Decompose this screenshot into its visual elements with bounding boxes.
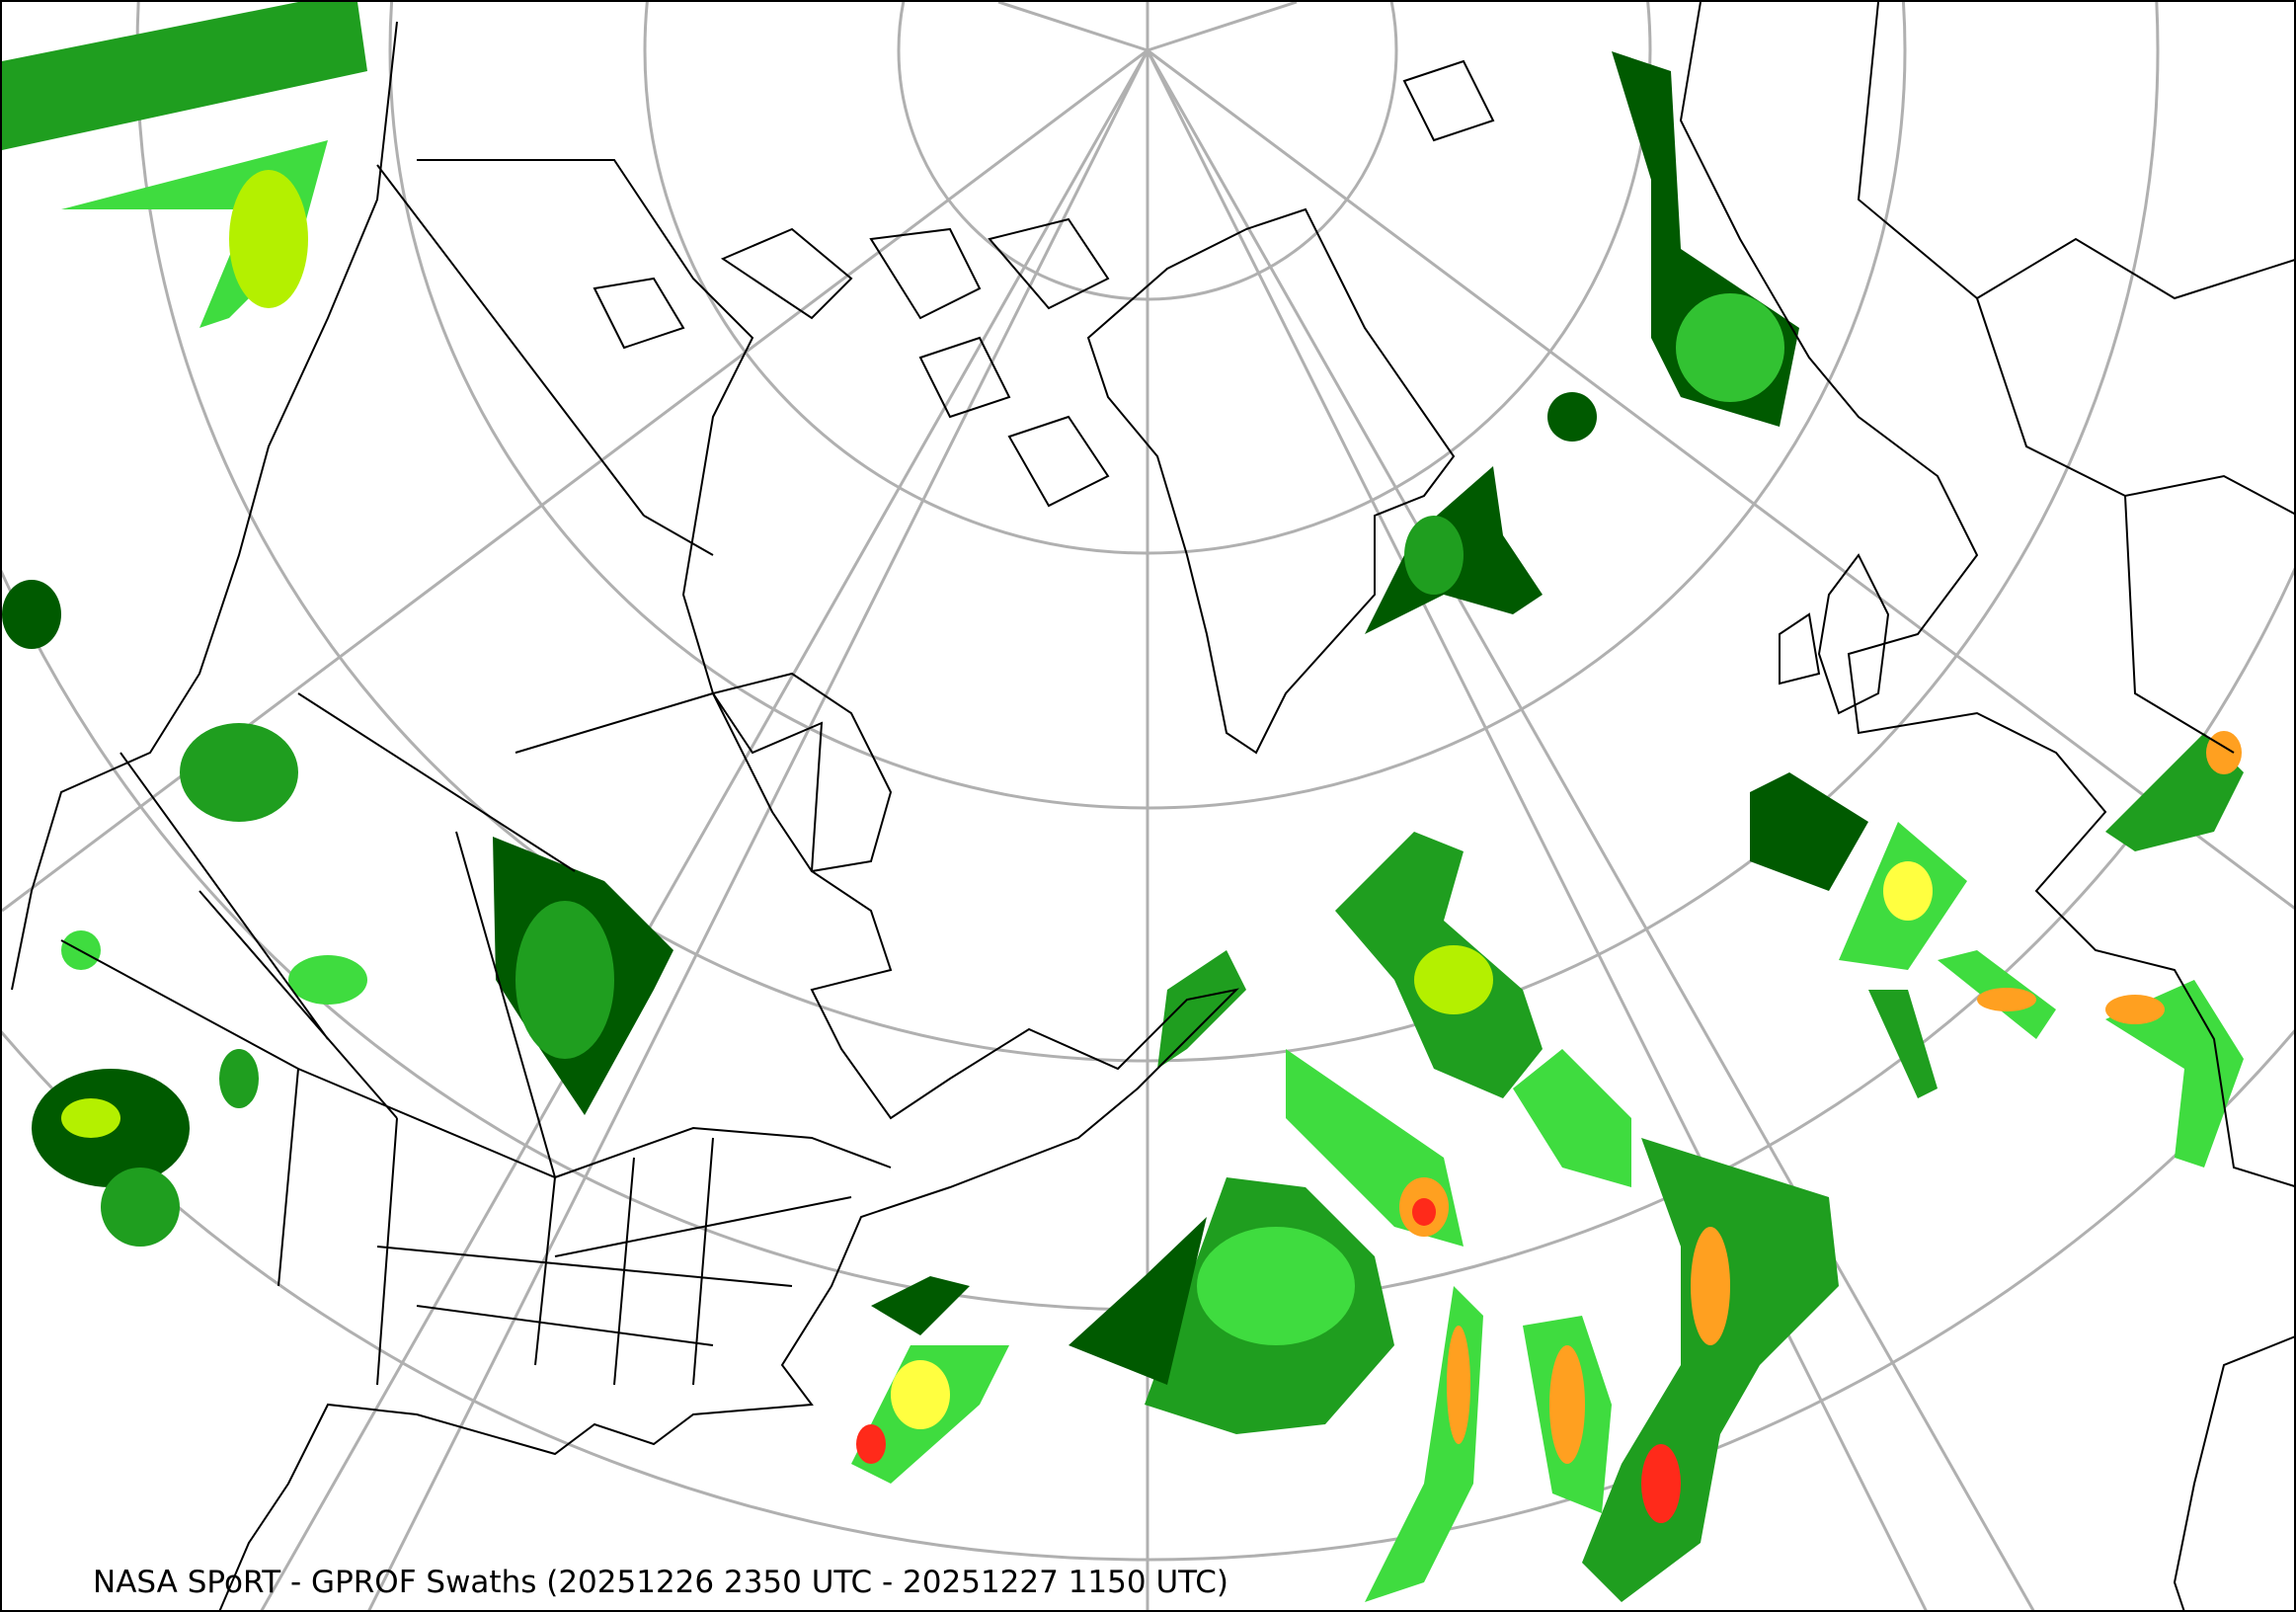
map-caption: NASA SPoRT - GPROF Swaths (20251226 2350… bbox=[93, 1565, 1228, 1600]
precip-scandinavia bbox=[1547, 51, 1799, 442]
hudson-bay-coast bbox=[711, 672, 893, 873]
canada-us-border bbox=[60, 939, 892, 1179]
north-america-coast bbox=[218, 159, 1240, 1610]
greenland-coast bbox=[1086, 207, 1456, 755]
coastlines-and-borders bbox=[11, 2, 2294, 1610]
us-state-borders bbox=[277, 1068, 852, 1386]
precip-top-left bbox=[2, 2, 367, 649]
west-coast bbox=[11, 21, 398, 991]
precip-iceland bbox=[1365, 466, 1543, 634]
precip-west-scatter bbox=[32, 723, 367, 1247]
africa-coast bbox=[2173, 1335, 2294, 1610]
svalbard bbox=[1402, 59, 1495, 142]
europe-borders bbox=[1857, 2, 2294, 754]
canadian-archipelago bbox=[593, 217, 1110, 508]
europe-coast bbox=[1679, 2, 2294, 1187]
precipitation-swaths bbox=[2, 2, 2244, 1602]
precip-hudson bbox=[493, 837, 673, 1115]
precip-atlantic-swaths bbox=[851, 731, 2244, 1602]
british-isles bbox=[1779, 553, 1890, 715]
provincial-borders bbox=[119, 164, 714, 1178]
